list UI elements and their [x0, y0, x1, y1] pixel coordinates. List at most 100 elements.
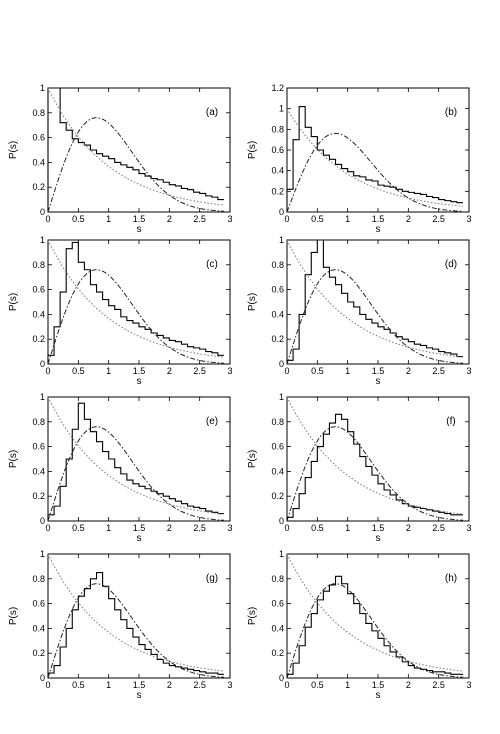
y-tick-label: 0.4	[271, 466, 284, 476]
panel-label: (c)	[206, 259, 218, 270]
poisson-curve	[286, 108, 463, 207]
y-tick-label: 0.6	[271, 285, 284, 295]
y-tick-label: 0	[279, 207, 284, 217]
wigner-curve	[47, 117, 224, 213]
histogram-series	[286, 106, 463, 212]
x-tick-label: 2	[167, 523, 172, 533]
poisson-curve	[286, 553, 463, 672]
y-tick-label: 0	[279, 359, 284, 369]
x-tick-label: 3	[466, 366, 471, 376]
y-tick-label: 0.8	[271, 260, 284, 270]
x-tick-label: 1.5	[133, 214, 146, 224]
chart-panel: 0 0.5 1 1.5 2 2.5 3 0 0.2 0.4 0.6 0.8 1 s P(s) (d)	[247, 235, 472, 387]
plot-frame	[286, 239, 470, 365]
x-tick-label: 2.5	[193, 680, 206, 690]
x-tick-label: 2.5	[193, 214, 206, 224]
x-tick-label: 3	[466, 214, 471, 224]
x-tick-label: 2.5	[432, 214, 445, 224]
x-tick-label: 0	[45, 366, 50, 376]
x-tick-label: 1.5	[133, 680, 146, 690]
y-tick-label: 0.2	[271, 186, 284, 196]
x-tick-label: 0.5	[311, 680, 324, 690]
x-tick-label: 3	[466, 523, 471, 533]
histogram-series	[47, 572, 224, 678]
x-tick-label: 0.5	[72, 366, 85, 376]
x-axis-label: s	[376, 224, 381, 235]
y-tick-label: 0	[40, 673, 45, 683]
x-tick-label: 0	[45, 680, 50, 690]
y-tick-label: 0.8	[271, 124, 284, 134]
y-tick-label: 1	[279, 549, 284, 559]
x-tick-label: 0	[284, 214, 289, 224]
x-tick-label: 2	[406, 523, 411, 533]
x-tick-label: 1.5	[372, 680, 385, 690]
x-tick-label: 1	[345, 366, 350, 376]
x-tick-label: 2	[406, 680, 411, 690]
x-tick-label: 0.5	[72, 214, 85, 224]
x-axis-label: s	[376, 376, 381, 387]
chart-panel: 0 0.5 1 1.5 2 2.5 3 0 0.2 0.4 0.6 0.8 1 s P(s) (g)	[8, 549, 233, 701]
poisson-curve	[286, 239, 463, 358]
y-axis-label: P(s)	[8, 141, 19, 159]
y-tick-label: 1	[40, 392, 45, 402]
y-tick-label: 0.4	[32, 623, 45, 633]
x-axis-label: s	[137, 224, 142, 235]
y-tick-label: 0.2	[271, 491, 284, 501]
histogram-series	[47, 402, 224, 521]
y-tick-label: 0.2	[32, 334, 45, 344]
x-tick-label: 1	[106, 214, 111, 224]
x-axis-label: s	[376, 533, 381, 544]
y-tick-label: 0.6	[32, 133, 45, 143]
y-tick-label: 0.8	[271, 417, 284, 427]
y-axis-label: P(s)	[247, 293, 258, 311]
x-tick-label: 0	[45, 523, 50, 533]
y-axis-label: P(s)	[8, 450, 19, 468]
y-tick-label: 0.6	[271, 442, 284, 452]
y-tick-label: 1	[279, 104, 284, 114]
y-tick-label: 0.4	[32, 309, 45, 319]
x-tick-label: 1	[106, 523, 111, 533]
x-tick-label: 0.5	[72, 523, 85, 533]
y-axis-label: P(s)	[247, 141, 258, 159]
x-tick-label: 2	[406, 366, 411, 376]
plot-frame	[286, 553, 470, 679]
chart-panel: 0 0.5 1 1.5 2 2.5 3 0 0.2 0.4 0.6 0.8 1 s P(s) (h)	[247, 549, 472, 701]
wigner-curve	[47, 583, 224, 679]
y-axis-label: P(s)	[247, 607, 258, 625]
panel-label: (g)	[206, 573, 218, 584]
x-tick-label: 2.5	[432, 680, 445, 690]
x-tick-label: 3	[227, 366, 232, 376]
x-tick-label: 2.5	[193, 366, 206, 376]
x-axis-label: s	[137, 533, 142, 544]
y-tick-label: 0.4	[32, 466, 45, 476]
x-tick-label: 0.5	[311, 214, 324, 224]
x-tick-label: 1.5	[372, 523, 385, 533]
y-tick-label: 0.2	[32, 491, 45, 501]
x-tick-label: 3	[466, 680, 471, 690]
panel-label: (h)	[445, 573, 457, 584]
y-tick-label: 0.8	[32, 574, 45, 584]
plot-frame	[47, 239, 231, 365]
poisson-curve	[47, 396, 224, 515]
y-tick-label: 1.2	[271, 83, 284, 93]
y-tick-label: 0.6	[32, 285, 45, 295]
y-tick-label: 0.2	[32, 182, 45, 192]
y-tick-label: 1	[40, 83, 45, 93]
chart-panel: 0 0.5 1 1.5 2 2.5 3 0 0.2 0.4 0.6 0.8 1 1.2 s P(s) (b)	[247, 83, 472, 235]
poisson-curve	[47, 553, 224, 672]
chart-panel: 0 0.5 1 1.5 2 2.5 3 0 0.2 0.4 0.6 0.8 1 s P(s) (a)	[8, 83, 233, 235]
y-tick-label: 0.4	[271, 166, 284, 176]
wigner-curve	[47, 426, 224, 522]
histogram-series	[286, 413, 463, 521]
x-tick-label: 1	[345, 214, 350, 224]
x-tick-label: 2.5	[193, 523, 206, 533]
y-tick-label: 0.4	[271, 623, 284, 633]
panel-label: (d)	[445, 259, 457, 270]
x-tick-label: 0	[45, 214, 50, 224]
y-axis-label: P(s)	[8, 607, 19, 625]
x-tick-label: 0.5	[311, 523, 324, 533]
x-axis-label: s	[137, 690, 142, 701]
x-tick-label: 1	[345, 680, 350, 690]
chart-panel: 0 0.5 1 1.5 2 2.5 3 0 0.2 0.4 0.6 0.8 1 s P(s) (e)	[8, 392, 233, 544]
